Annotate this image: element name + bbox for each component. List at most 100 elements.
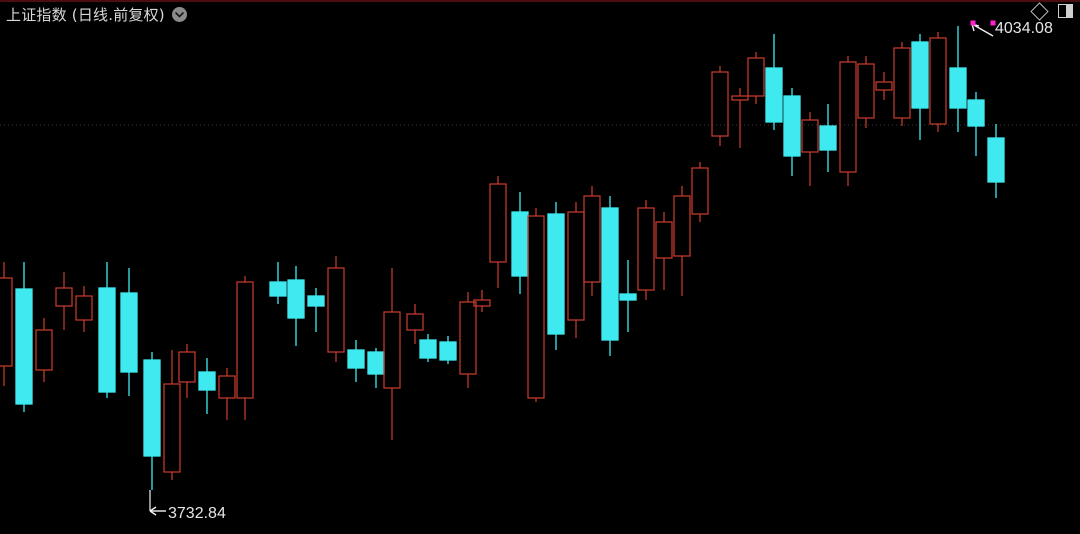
candle: [527, 208, 545, 402]
candle-body-down: [987, 137, 1005, 183]
candle-body-up: [637, 207, 655, 291]
candle: [929, 32, 947, 132]
candle: [269, 262, 287, 304]
candle: [839, 56, 857, 186]
candle-body-down: [819, 125, 837, 151]
candle: [307, 288, 325, 332]
candle-body-up: [875, 81, 893, 91]
candle-body-down: [783, 95, 801, 157]
candle: [765, 34, 783, 130]
candle-body-up: [489, 183, 507, 263]
candle-body-up: [0, 277, 13, 367]
candle: [673, 186, 691, 296]
candle: [893, 42, 911, 126]
candle: [857, 56, 875, 128]
candle-body-down: [765, 67, 783, 123]
candle-body-down: [198, 371, 216, 391]
candle-body-down: [419, 339, 437, 359]
candle: [949, 26, 967, 132]
candle: [327, 256, 345, 362]
candle-body-down: [120, 292, 138, 373]
candle: [15, 262, 33, 412]
candle: [75, 286, 93, 332]
candle-body-down: [619, 293, 637, 301]
candle-body-up: [893, 47, 911, 119]
candle-body-up: [75, 295, 93, 321]
candle-body-down: [601, 207, 619, 341]
high-marker-dot-1: [990, 20, 996, 26]
candle-body-down: [511, 211, 529, 277]
candle: [783, 88, 801, 176]
panel-layout-icon[interactable]: [1058, 4, 1073, 18]
candle: [406, 304, 424, 344]
candle-body-up: [857, 63, 875, 119]
candle: [691, 162, 709, 222]
candle: [547, 202, 565, 350]
candle: [287, 266, 305, 346]
candle: [347, 340, 365, 382]
candle-body-up: [35, 329, 53, 371]
candle: [218, 368, 236, 420]
candle-body-down: [143, 359, 161, 457]
low-price-label: 3732.84: [168, 505, 226, 522]
candle: [637, 200, 655, 300]
candle: [143, 352, 161, 490]
candle-body-up: [406, 313, 424, 331]
candle-body-up: [163, 383, 181, 473]
candle: [367, 348, 385, 388]
high-arrow-shaft: [971, 23, 994, 37]
candle-body-up: [691, 167, 709, 215]
candle: [198, 358, 216, 414]
high-price-label: 4034.08: [995, 20, 1053, 37]
candle-body-down: [439, 341, 457, 361]
candle: [583, 186, 601, 296]
candle: [419, 334, 437, 362]
candle-series: [0, 26, 1005, 490]
candle: [655, 212, 673, 290]
low-arrow-head-b: [149, 510, 157, 516]
page-title: 上证指数 (日线.前复权): [6, 5, 165, 24]
candle-body-up: [839, 61, 857, 173]
candle: [601, 196, 619, 356]
candle-body-down: [949, 67, 967, 109]
candle-body-down: [287, 279, 305, 319]
candle-body-up: [747, 57, 765, 97]
candle-body-up: [218, 375, 236, 399]
candle-body-up: [567, 211, 585, 321]
candle: [489, 176, 507, 288]
titlebar-controls: [1030, 1, 1073, 21]
candle: [619, 260, 637, 332]
candle-body-up: [178, 351, 196, 383]
price-annotations: 4034.08 3732.84: [149, 20, 1053, 522]
chart-titlebar: 上证指数 (日线.前复权): [0, 2, 1080, 26]
candle: [473, 290, 491, 312]
candle-body-down: [547, 213, 565, 335]
candle-body-up: [236, 281, 254, 399]
candle-body-up: [583, 195, 601, 283]
candle-body-up: [527, 215, 545, 399]
candle: [911, 34, 929, 140]
candle: [747, 52, 765, 104]
candle-body-up: [459, 301, 477, 375]
chevron-down-circle-icon[interactable]: [171, 6, 187, 22]
window-top-border: [0, 0, 1080, 2]
candle: [567, 202, 585, 338]
low-arrow-head-a: [149, 506, 157, 512]
candle-body-up: [711, 71, 729, 137]
candle: [178, 344, 196, 398]
candle: [35, 318, 53, 382]
candle: [731, 88, 749, 148]
candle: [967, 92, 985, 156]
candle: [819, 104, 837, 172]
candle-body-up: [801, 119, 819, 153]
candle: [987, 124, 1005, 198]
candle-body-up: [473, 299, 491, 307]
candle-body-down: [911, 41, 929, 109]
candle-body-down: [269, 281, 287, 297]
candle-body-down: [15, 288, 33, 405]
candle: [55, 272, 73, 330]
candle-body-down: [347, 349, 365, 369]
candle-body-up: [731, 95, 749, 101]
